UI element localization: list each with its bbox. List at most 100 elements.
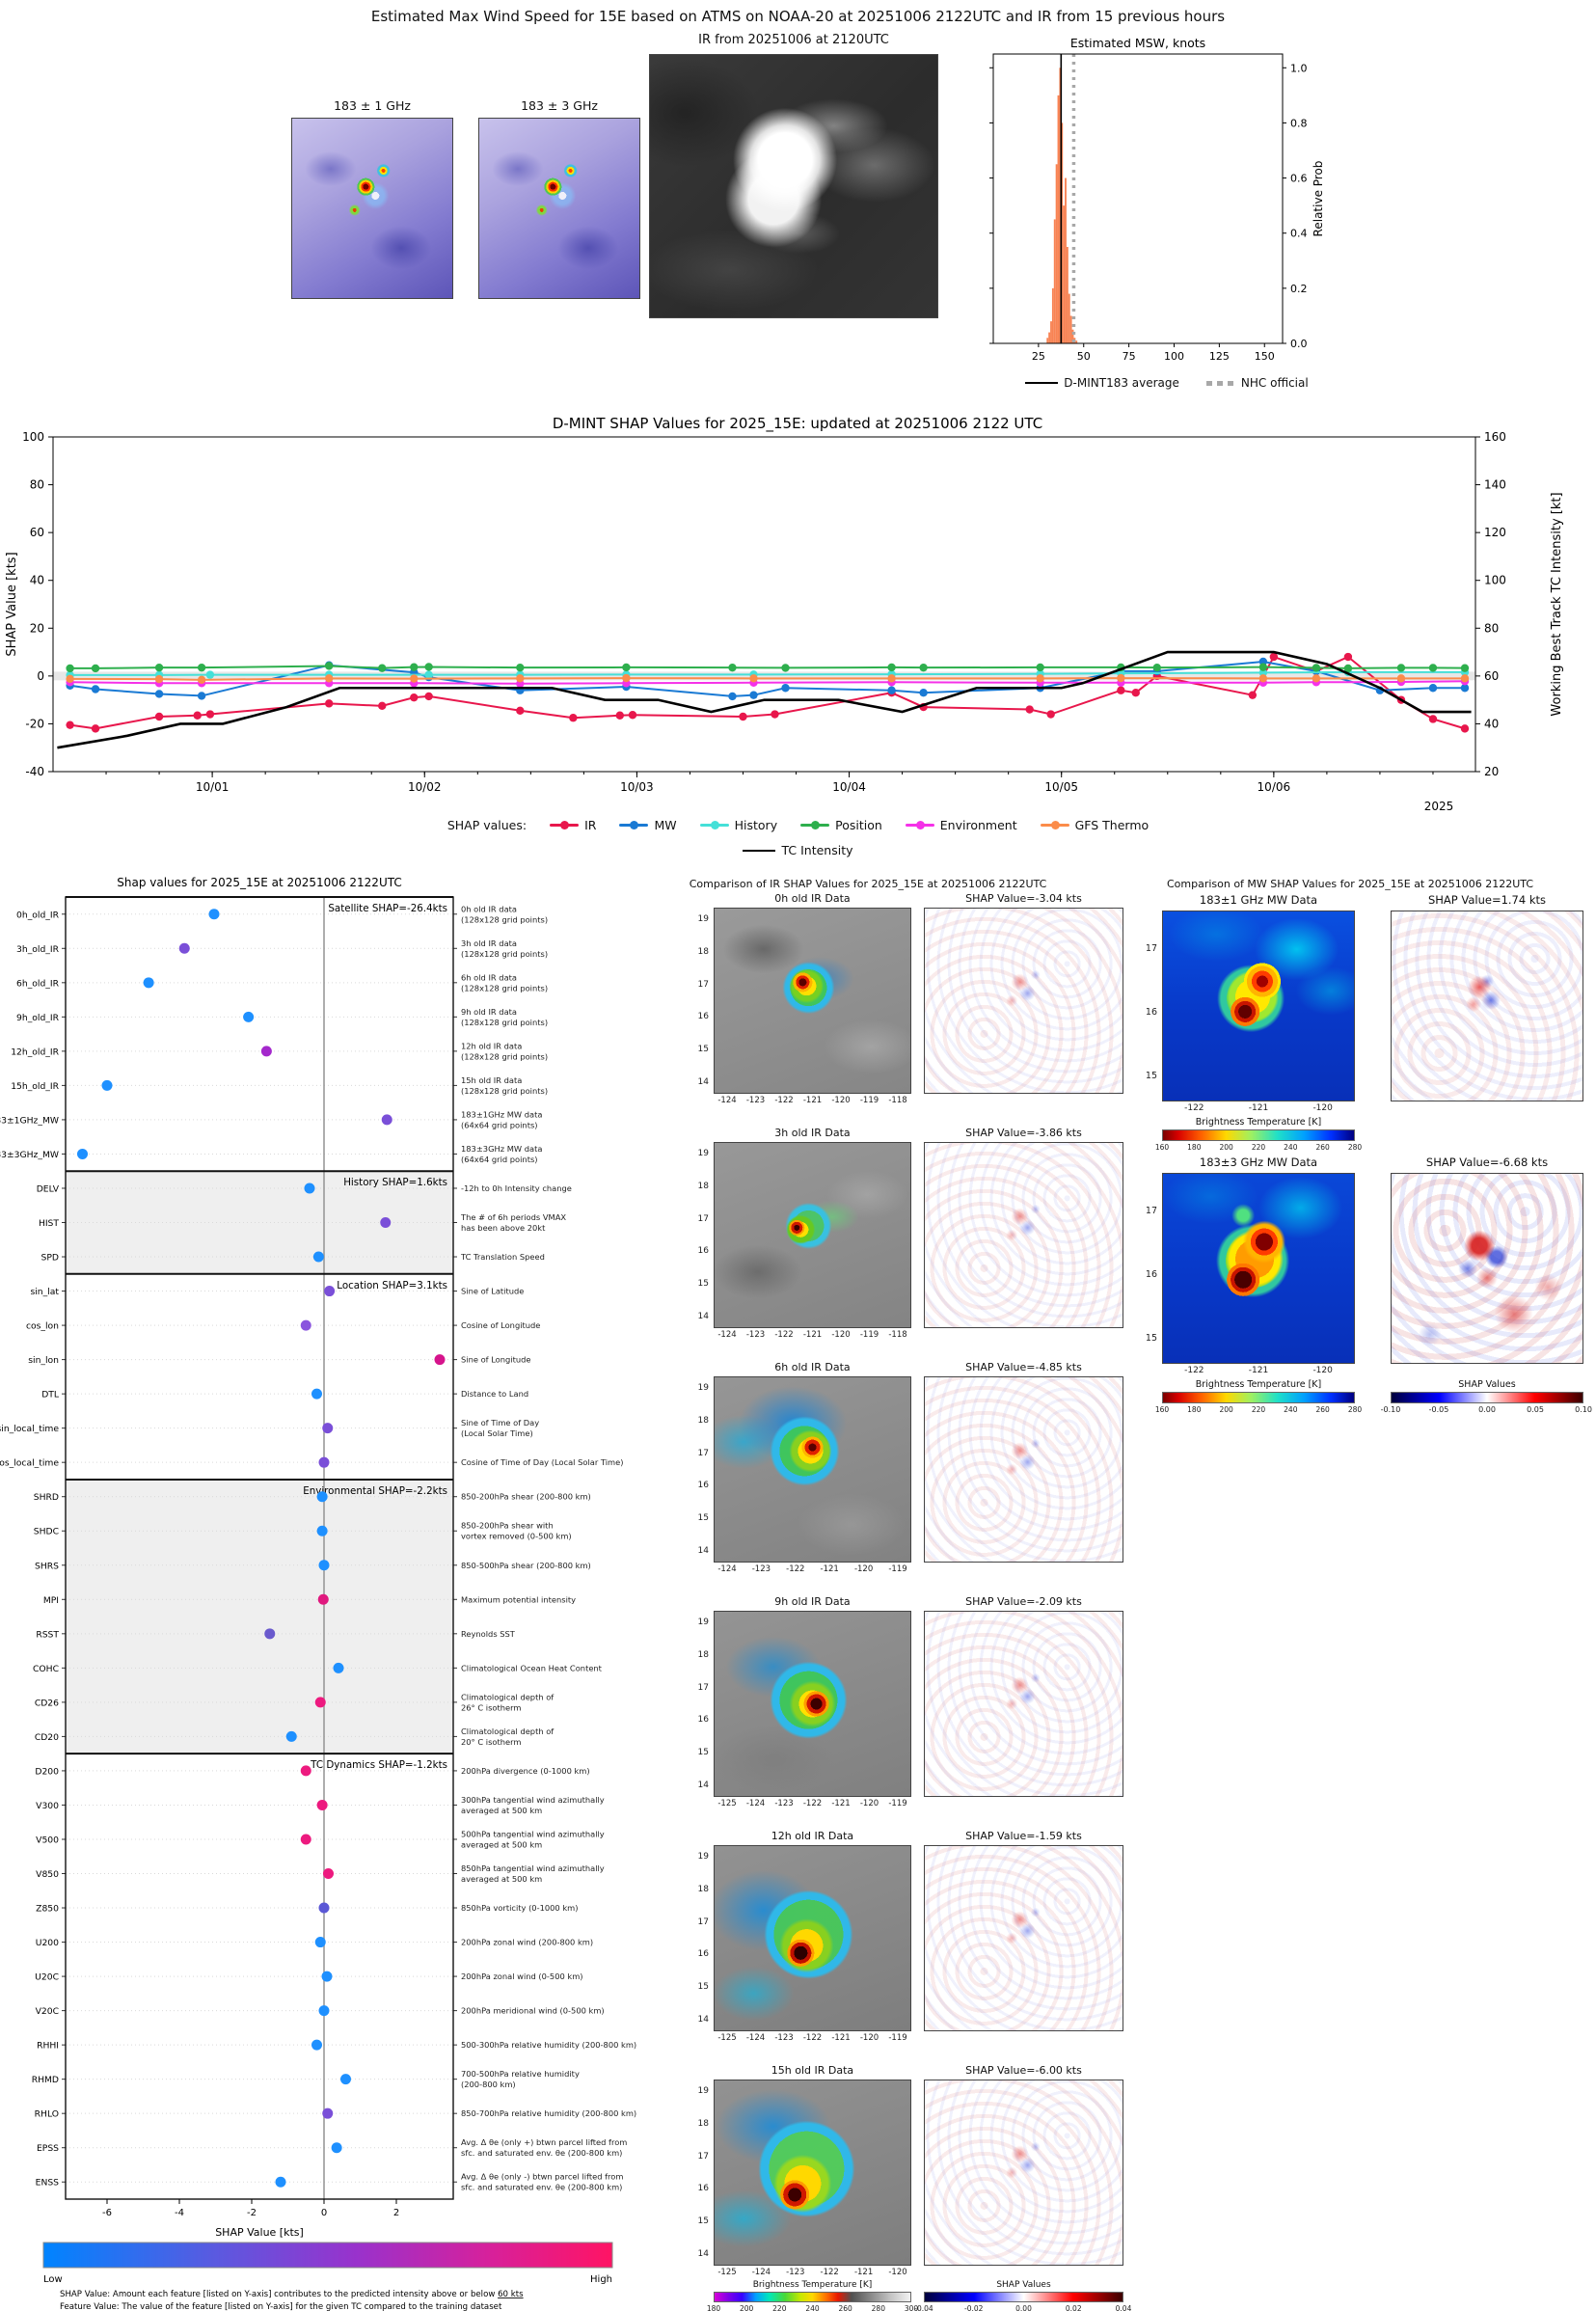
colorbar-low-label: Low bbox=[43, 2274, 63, 2285]
feature-desc-U20C: 200hPa zonal wind (0-500 km) bbox=[461, 1971, 583, 1981]
series-gfs-thermo-point bbox=[154, 674, 164, 684]
shap-dot-cos_lon bbox=[300, 1319, 311, 1331]
feature-desc-sin_local_time: (Local Solar Time) bbox=[461, 1428, 533, 1438]
feature-label-V300: V300 bbox=[36, 1801, 59, 1811]
ir-xtick-label: -120 bbox=[853, 1564, 874, 1574]
section-header: TC Dynamics SHAP=-1.2kts bbox=[310, 1759, 447, 1771]
hist-bar-33 bbox=[1051, 287, 1054, 343]
mw-bt-colorbar-tick: 220 bbox=[1251, 1405, 1266, 1414]
feature-label-RHMD: RHMD bbox=[32, 2075, 59, 2085]
ir-xtick-label: -120 bbox=[831, 1096, 851, 1105]
series-ir-point bbox=[1343, 652, 1353, 662]
ts-ytick-right-label: 20 bbox=[1484, 765, 1499, 778]
shap-dot-RSST bbox=[264, 1628, 276, 1640]
feature-desc-EPSS: sfc. and saturated env. θe (200-800 km) bbox=[461, 2148, 622, 2158]
hist-bar-39 bbox=[1063, 205, 1066, 343]
shap-dot-183±1GHz_MW bbox=[381, 1114, 392, 1126]
shap-dot-V850 bbox=[323, 1868, 334, 1879]
ir-xtick-label: -123 bbox=[745, 1330, 766, 1340]
feature-desc-DELV: -12h to 0h Intensity change bbox=[461, 1183, 572, 1193]
feature-label-EPSS: EPSS bbox=[37, 2143, 59, 2154]
series-position-point bbox=[1258, 663, 1268, 671]
ir-shap-colorbar-tick: -0.02 bbox=[964, 2304, 984, 2311]
feature-desc-183±3GHz_MW: 183±3GHz MW data bbox=[461, 1144, 542, 1154]
feature-desc-DTL: Distance to Land bbox=[461, 1389, 528, 1399]
mw-bt-colorbar-tick: 200 bbox=[1219, 1405, 1233, 1414]
series-ir-point bbox=[205, 710, 215, 719]
mw-shap-colorbar-label: SHAP Values bbox=[1458, 1379, 1516, 1390]
feature-desc-cos_local_time: Cosine of Time of Day (Local Solar Time) bbox=[461, 1457, 623, 1467]
ir-xtick-label: -121 bbox=[820, 1564, 839, 1574]
series-mw-point bbox=[1428, 684, 1438, 693]
series-position-point bbox=[728, 663, 737, 672]
ir-ytick-label: 14 bbox=[697, 1312, 709, 1322]
ir-xtick-label: -121 bbox=[853, 2268, 874, 2277]
ir-ytick-label: 14 bbox=[697, 2249, 709, 2260]
ir-ytick-label: 17 bbox=[697, 1917, 709, 1927]
ts-xtick-label: 10/03 bbox=[620, 780, 654, 794]
feature-desc-RHMD: 700-500hPa relative humidity bbox=[461, 2069, 580, 2079]
ts-ytick-left-label: -40 bbox=[25, 765, 44, 778]
mw-shap-colorbar-tick: -0.10 bbox=[1380, 1405, 1401, 1414]
feature-desc-6h_old_IR: 6h old IR data bbox=[461, 972, 517, 982]
ir-ytick-label: 17 bbox=[697, 1448, 709, 1458]
feature-desc-V500: averaged at 500 km bbox=[461, 1839, 542, 1849]
ir-xtick-label: -123 bbox=[786, 2268, 805, 2277]
ir-ytick-label: 16 bbox=[697, 1246, 709, 1257]
shap-dot-sin_lon bbox=[434, 1354, 446, 1366]
series-position-point bbox=[1428, 664, 1438, 672]
shap-dot-SHRD bbox=[316, 1491, 328, 1503]
ir-xtick-label: -125 bbox=[717, 2033, 737, 2043]
ts-legend-item-tc-intensity: TC Intensity bbox=[743, 843, 853, 857]
shap-dot-CD26 bbox=[314, 1697, 326, 1708]
ir-xtick-label: -120 bbox=[859, 2033, 879, 2043]
shap-dot-HIST bbox=[380, 1217, 392, 1228]
ir-bt-colorbar-tick: 220 bbox=[772, 2304, 787, 2311]
feature-label-U20C: U20C bbox=[35, 1972, 59, 1983]
series-history-point bbox=[205, 670, 215, 679]
series-gfs-thermo-point bbox=[1312, 674, 1321, 683]
series-position-point bbox=[66, 664, 74, 673]
series-ir-point bbox=[569, 714, 578, 722]
ir-xtick-label: -119 bbox=[859, 1096, 879, 1105]
ir-bt-colorbar-tick: 260 bbox=[838, 2304, 852, 2311]
hist-ytick-label: 0.6 bbox=[1290, 173, 1308, 185]
feature-label-6h_old_IR: 6h_old_IR bbox=[16, 978, 60, 989]
ir-xtick-label: -122 bbox=[820, 2268, 839, 2277]
ir-xtick-label: -118 bbox=[888, 1330, 907, 1340]
series-ir-point bbox=[1117, 686, 1125, 694]
series-mw-point bbox=[919, 689, 928, 697]
feature-desc-9h_old_IR: 9h old IR data bbox=[461, 1007, 517, 1017]
ts-frame bbox=[52, 436, 1476, 773]
ir-bt-colorbar bbox=[714, 2292, 911, 2302]
ir-xtick-label: -120 bbox=[831, 1330, 851, 1340]
ir-xtick-label: -123 bbox=[751, 1564, 771, 1574]
hist-bar-41 bbox=[1066, 247, 1069, 343]
ir-row-shap-title: SHAP Value=-4.85 kts bbox=[965, 1361, 1082, 1373]
gray-dashed-swatch bbox=[1205, 380, 1235, 386]
series-ir-point bbox=[193, 711, 202, 720]
series-ir-point bbox=[1131, 689, 1140, 697]
feature-label-sin_lon: sin_lon bbox=[28, 1355, 59, 1366]
ir-bt-colorbar-label: Brightness Temperature [K] bbox=[752, 2280, 873, 2290]
ir-bt-colorbar-tick: 200 bbox=[739, 2304, 754, 2311]
hist-bar-32 bbox=[1050, 321, 1052, 343]
feature-label-DELV: DELV bbox=[37, 1183, 60, 1194]
ir-xtick-label: -119 bbox=[888, 2033, 907, 2043]
series-position-point bbox=[1312, 664, 1321, 672]
series-position-point bbox=[1152, 663, 1161, 672]
ir-xtick-label: -124 bbox=[751, 2268, 771, 2277]
mw-ytick-label: 16 bbox=[1145, 1006, 1157, 1018]
ir-shap-colorbar-tick: 0.04 bbox=[1115, 2304, 1132, 2311]
series-position-point bbox=[378, 664, 387, 672]
series-line-swatch bbox=[699, 821, 729, 829]
ir-ytick-label: 15 bbox=[697, 1045, 709, 1055]
hist-bar-36 bbox=[1057, 95, 1060, 343]
shap-dot-CD20 bbox=[285, 1730, 297, 1742]
dotplot-title: Shap values for 2025_15E at 20251006 212… bbox=[117, 876, 401, 889]
hist-bar-44 bbox=[1071, 329, 1074, 343]
hist-bar-31 bbox=[1048, 332, 1051, 343]
feature-desc-V20C: 200hPa meridional wind (0-500 km) bbox=[461, 2006, 605, 2016]
feature-label-D200: D200 bbox=[35, 1766, 59, 1777]
